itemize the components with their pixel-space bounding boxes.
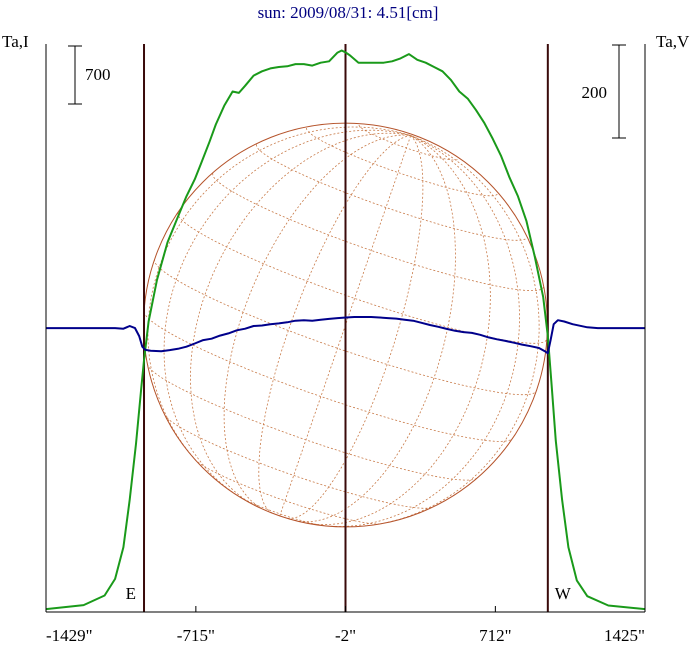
left-axis-label: Ta,I: [2, 32, 29, 51]
scale-bars: 700 200: [68, 44, 626, 139]
x-tick-label: 712": [479, 626, 511, 645]
x-tick-label: -1429": [46, 626, 93, 645]
series-I-line: [45, 49, 646, 611]
longitude-line: [294, 135, 456, 523]
latitude-line: [164, 414, 434, 509]
scale-bar-label: 200: [582, 83, 608, 102]
longitude-line: [163, 129, 411, 502]
latitude-line: [212, 173, 544, 291]
scale-bar-label: 700: [85, 65, 111, 84]
series-V-line: [46, 316, 645, 355]
longitude-line: [301, 135, 491, 526]
right-axis-label: Ta,V: [656, 32, 690, 51]
limb-label-e: E: [126, 584, 136, 603]
x-tick-label: 1425": [604, 626, 645, 645]
latitude-line: [147, 363, 478, 481]
longitude-line: [147, 126, 411, 475]
latitude-line: [177, 212, 548, 344]
longitude-line: [223, 134, 411, 511]
longitude-line: [315, 135, 520, 527]
longitude-line: [190, 132, 411, 508]
chart-title: sun: 2009/08/31: 4.51[cm]: [258, 3, 439, 22]
latitude-line: [143, 311, 513, 442]
longitude-line: [258, 135, 411, 514]
series-group: [45, 49, 646, 611]
x-axis: -1429" -715" -2" 712" 1425": [45, 606, 646, 645]
longitude-line: [287, 135, 424, 520]
x-tick-label: -2": [335, 626, 356, 645]
longitude-line: [360, 135, 540, 527]
disk-grid: [143, 125, 548, 527]
limb-label-w: W: [555, 584, 572, 603]
longitude-line: [279, 135, 412, 516]
latitude-line: [256, 144, 527, 241]
x-tick-label: -715": [177, 626, 215, 645]
